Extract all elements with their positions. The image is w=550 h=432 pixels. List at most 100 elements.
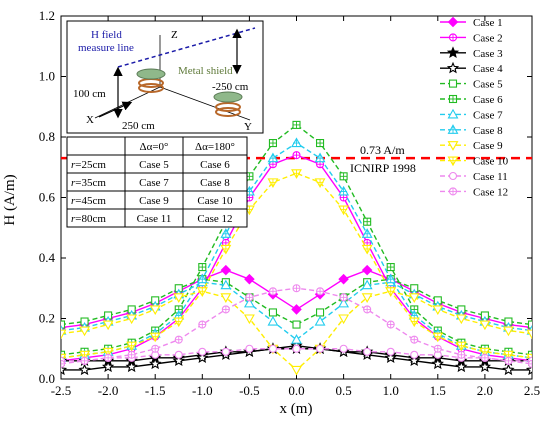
legend-label: Case 10 [473,156,509,168]
legend-item: Case 10 [440,156,509,168]
data-point [79,326,90,337]
y-tick-label: 0.6 [39,190,56,205]
inset-coil-left [136,68,166,93]
data-point [291,365,302,376]
data-point [292,320,301,329]
data-point [339,172,348,181]
series-case-10 [61,169,532,364]
data-point [502,363,515,376]
legend-item: Case 7 [440,108,503,121]
data-point [339,293,348,302]
inset-coil-right [213,91,243,117]
data-point [126,341,138,352]
inset-length-arrow [98,101,133,118]
data-point [408,317,420,328]
inset-height-label: 100 cm [73,88,106,100]
data-point [101,360,115,373]
inset-shield-label: Metal shield [178,65,233,77]
data-point [220,264,232,276]
data-point [361,264,373,276]
case-table-cell: Case 7 [139,177,169,189]
x-tick-label: -1.5 [145,383,166,398]
legend-marker [447,124,459,134]
data-point [408,354,421,367]
x-tick-label: 1.5 [430,383,446,398]
case-table-header: Δα=180° [195,141,235,153]
legend-label: Case 11 [473,171,508,183]
data-point [361,228,373,238]
data-point [196,287,208,297]
x-tick-label: 0.5 [335,383,351,398]
data-point [61,363,68,376]
legend-label: Case 1 [473,17,503,29]
data-point [198,263,207,272]
data-point [314,315,326,326]
data-point [455,341,467,352]
data-point [104,353,113,362]
data-point [479,347,491,358]
series-line [61,278,532,326]
legend-marker [447,156,459,167]
case-table-cell: Case 12 [197,213,232,225]
legend-label: Case 3 [473,48,503,60]
data-point [61,320,66,329]
inset-y-label: Y [244,121,252,133]
legend-label: Case 5 [473,79,503,91]
data-point [455,314,467,325]
data-point [385,287,397,297]
reference-line-label: 0.73 A/m [360,143,405,157]
inset-title-line2: measure line [78,42,134,54]
legend-marker [447,16,459,28]
legend-marker [447,141,459,151]
data-point [338,314,350,325]
data-point [314,152,326,163]
legend-item: Case 8 [440,124,503,137]
data-point [504,356,513,365]
legend-item: Case 4 [440,61,503,75]
data-point [315,344,325,353]
data-point [384,351,397,364]
radius-value: =45cm [75,195,106,207]
data-point [361,279,373,290]
case-table-radius: r=35cm [71,177,106,189]
inset-shield-right [213,91,243,103]
data-point [267,315,279,326]
data-point [315,308,325,317]
data-point [149,357,162,370]
y-tick-label: 0.0 [39,371,55,386]
data-point [479,320,491,331]
case-table-cell: Case 8 [200,177,230,189]
series-line [61,124,532,356]
x-tick-label: -2.0 [98,383,119,398]
legend-label: Case 6 [473,94,503,106]
data-point [338,205,350,216]
data-point [457,350,466,359]
inset-length-label: 250 cm [122,120,155,132]
legend-label: Case 7 [473,109,503,121]
data-point [267,152,279,163]
data-point [314,178,326,188]
data-point [151,344,160,353]
x-tick-label: 1.0 [383,383,399,398]
data-point [410,335,419,344]
legend-item: Case 5 [440,79,503,91]
legend-item: Case 9 [440,140,503,152]
inset-title-line1: H field [91,29,122,41]
legend-item: Case 11 [440,171,508,183]
case-table-cell: Case 5 [139,159,169,171]
y-tick-label: 0.4 [39,250,56,265]
data-point [268,139,278,148]
legend-label: Case 4 [473,63,503,75]
data-point [291,334,302,344]
x-tick-label: 2.5 [524,383,540,398]
data-point [220,244,232,255]
x-tick-label: -2.5 [51,383,72,398]
data-point [410,350,419,359]
legend-marker [448,187,458,196]
inset-x-label: X [86,114,94,126]
data-point [503,326,514,337]
data-point [291,169,302,179]
data-point [267,178,279,188]
series-line [61,281,532,341]
